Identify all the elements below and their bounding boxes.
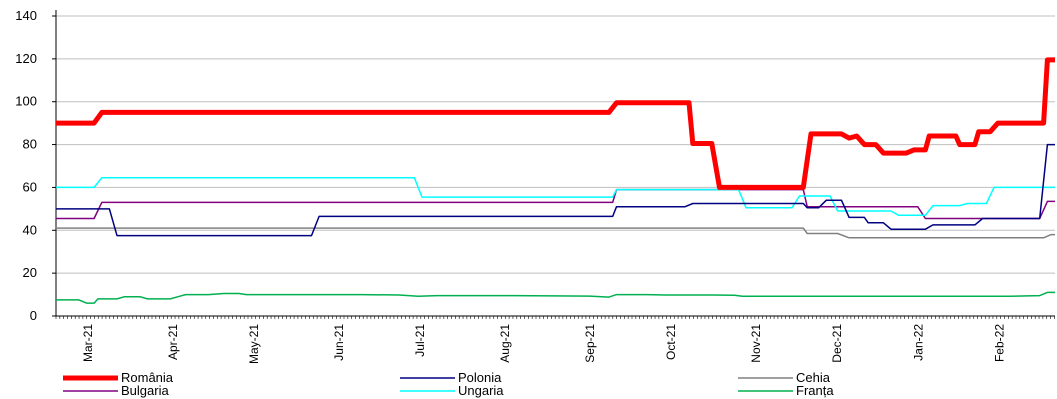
- legend-label: Cehia: [796, 370, 831, 385]
- x-tick-label: May-21: [247, 324, 261, 364]
- axes: [52, 10, 1055, 319]
- legend-label: Ungaria: [458, 383, 504, 398]
- x-tick-label: Mar-21: [81, 324, 95, 362]
- y-tick-label: 80: [23, 137, 37, 152]
- x-tick-label: Oct-21: [664, 324, 678, 360]
- series-line-romnia: [56, 57, 1055, 190]
- legend-item: Cehia: [738, 370, 831, 385]
- y-tick-label: 120: [15, 51, 37, 66]
- series-line-cehia: [56, 227, 1055, 239]
- legend-item: România: [63, 370, 174, 385]
- data-series: [56, 57, 1055, 304]
- x-tick-label: Sep-21: [583, 324, 597, 363]
- x-tick-label: Feb-22: [992, 324, 1006, 362]
- y-tick-label: 60: [23, 179, 37, 194]
- legend-label: Polonia: [458, 370, 502, 385]
- series-line-bulgaria: [56, 188, 1055, 220]
- legend-item: Ungaria: [400, 383, 504, 398]
- x-tick-label: Dec-21: [830, 324, 844, 363]
- x-axis-ticks: Mar-21 Apr-21 May-21 Jun-21 Jul-21 Aug-21 Sep-…: [81, 324, 1006, 364]
- legend-item: Polonia: [400, 370, 502, 385]
- series-line-polonia: [56, 143, 1055, 237]
- y-tick-label: 40: [23, 222, 37, 237]
- legend-label: Bulgaria: [121, 383, 169, 398]
- legend: România Polonia Cehia Bulgaria Ungaria Franța: [63, 370, 834, 398]
- y-tick-label: 140: [15, 8, 37, 23]
- legend-item: Bulgaria: [63, 383, 169, 398]
- y-tick-label: 0: [30, 308, 37, 323]
- series-line-ungaria: [56, 177, 1055, 217]
- legend-label: Franța: [796, 383, 834, 398]
- y-tick-label: 100: [15, 94, 37, 109]
- y-axis-ticks: 0 20 40 60 80 100 120 140: [15, 8, 37, 323]
- x-tick-label: Jun-21: [332, 324, 346, 361]
- grid-lines: [56, 15, 1055, 274]
- x-tick-label: Apr-21: [166, 324, 180, 360]
- legend-item: Franța: [738, 383, 834, 398]
- x-tick-label: Jan-22: [911, 324, 925, 361]
- y-tick-label: 20: [23, 265, 37, 280]
- series-line-frana: [56, 291, 1055, 304]
- x-tick-label: Jul-21: [413, 324, 427, 357]
- x-tick-label: Aug-21: [498, 324, 512, 363]
- legend-label: România: [121, 370, 174, 385]
- x-tick-label: Nov-21: [749, 324, 763, 363]
